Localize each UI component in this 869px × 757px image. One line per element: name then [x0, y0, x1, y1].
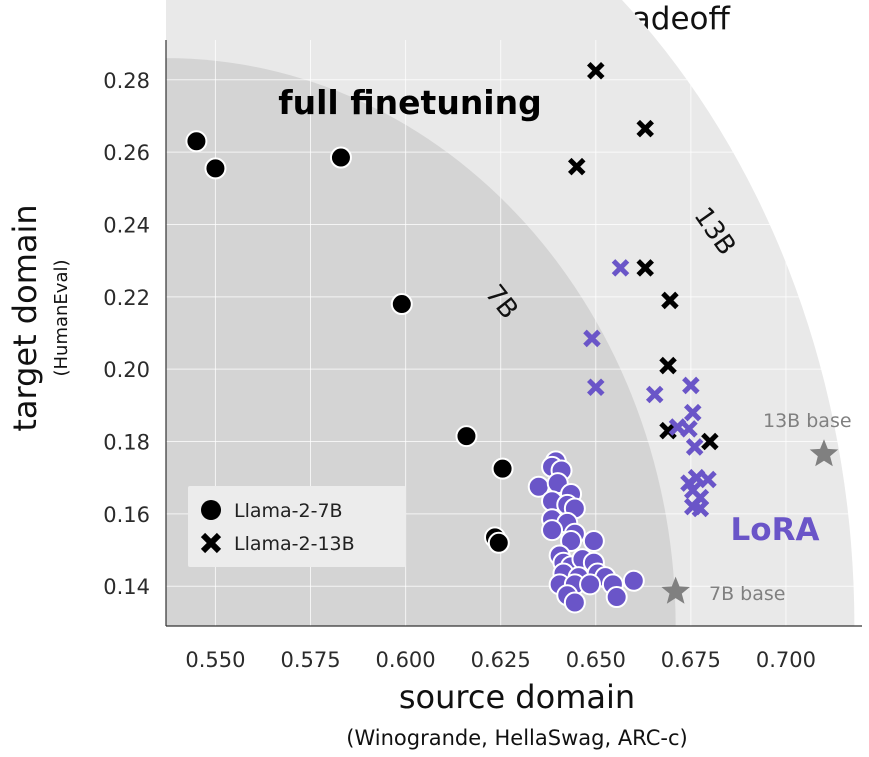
- y-tick-label: 0.28: [103, 69, 150, 93]
- y-tick-label: 0.20: [103, 358, 150, 382]
- point-llama-2-7b-full-finetuning: [390, 293, 413, 316]
- y-tick-label: 0.14: [103, 575, 150, 599]
- point-llama-2-7b-full-finetuning: [185, 130, 208, 153]
- x-axis-sublabel: (Winogrande, HellaSwag, ARC-c): [346, 726, 687, 750]
- y-tick-label: 0.26: [103, 141, 150, 165]
- point-llama-2-7b-full-finetuning: [204, 157, 227, 180]
- x-axis-label: source domain: [399, 678, 635, 716]
- annotation-full-finetuning: full finetuning: [278, 83, 541, 122]
- point-llama-2-7b-lora: [579, 573, 602, 596]
- x-tick-label: 0.700: [756, 648, 816, 672]
- y-tick-label: 0.16: [103, 503, 150, 527]
- point-llama-2-7b-lora: [582, 529, 605, 552]
- base-model-star-icon: [809, 439, 839, 467]
- point-llama-2-13b-lora: [587, 378, 605, 397]
- y-axis-sublabel: (HumanEval): [51, 259, 72, 376]
- point-llama-2-7b-full-finetuning: [491, 457, 514, 480]
- point-llama-2-13b-lora: [691, 499, 710, 518]
- legend: Llama-2-7B Llama-2-13B: [188, 486, 406, 567]
- legend-label-7b: Llama-2-7B: [234, 500, 343, 522]
- legend-label-13b: Llama-2-13B: [234, 533, 355, 555]
- legend-circle-icon: [201, 500, 221, 520]
- point-llama-2-13b-full-finetuning: [701, 432, 719, 451]
- axes: [165, 40, 862, 627]
- point-llama-2-13b-lora: [645, 385, 664, 404]
- point-llama-2-13b-lora: [682, 376, 700, 395]
- point-llama-2-7b-full-finetuning: [455, 425, 478, 448]
- grid-lines: [166, 40, 862, 626]
- data-points: [185, 61, 839, 614]
- legend-x-icon: [200, 532, 222, 554]
- x-tick-label: 0.575: [280, 648, 340, 672]
- point-llama-2-7b-lora: [605, 586, 628, 609]
- annotation-lora: LoRA: [731, 512, 820, 548]
- x-tick-label: 0.550: [185, 648, 245, 672]
- annotation-13b-base: 13B base: [763, 410, 852, 432]
- point-llama-2-7b-lora: [622, 569, 645, 592]
- y-tick-label: 0.22: [103, 286, 150, 310]
- y-tick-labels: 0.14 0.16 0.18 0.20 0.22 0.24 0.26 0.28: [103, 69, 150, 599]
- point-llama-2-13b-lora: [611, 259, 630, 277]
- point-llama-2-7b-lora: [541, 519, 564, 542]
- point-llama-2-7b-full-finetuning: [329, 146, 352, 169]
- x-tick-label: 0.625: [471, 648, 531, 672]
- point-llama-2-13b-full-finetuning: [661, 291, 679, 310]
- annotation-7b-base: 7B base: [709, 583, 785, 605]
- base-model-star-icon: [661, 576, 690, 604]
- point-llama-2-13b-lora: [683, 403, 702, 422]
- point-llama-2-13b-full-finetuning: [636, 259, 654, 277]
- point-llama-2-7b-lora: [560, 529, 583, 552]
- point-llama-2-13b-full-finetuning: [587, 61, 605, 80]
- point-llama-2-7b-full-finetuning: [487, 531, 510, 554]
- point-llama-2-13b-lora: [680, 420, 698, 438]
- point-llama-2-13b-full-finetuning: [567, 157, 586, 176]
- x-tick-labels: 0.550 0.575 0.600 0.625 0.650 0.675 0.700: [185, 648, 816, 672]
- x-tick-label: 0.650: [566, 648, 626, 672]
- y-tick-label: 0.24: [103, 213, 150, 237]
- point-llama-2-13b-lora: [685, 438, 704, 456]
- y-tick-label: 0.18: [103, 431, 150, 455]
- y-axis-label: target domain: [6, 204, 44, 431]
- x-tick-label: 0.600: [376, 648, 436, 672]
- point-llama-2-13b-full-finetuning: [636, 119, 654, 138]
- point-llama-2-7b-lora: [563, 591, 586, 614]
- point-llama-2-13b-lora: [699, 470, 717, 489]
- legend-box: [188, 486, 406, 567]
- point-llama-2-13b-lora: [583, 329, 601, 348]
- x-tick-label: 0.675: [661, 648, 721, 672]
- point-llama-2-13b-full-finetuning: [659, 356, 677, 375]
